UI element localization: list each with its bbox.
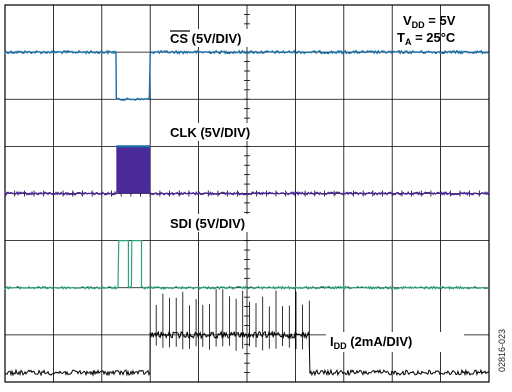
sdi-trace	[4, 240, 489, 291]
idd-trace-label: IDD (2mA/DIV)	[326, 332, 464, 352]
clk-burst	[116, 146, 151, 194]
supply-voltage-label: VDD = 5V	[403, 13, 456, 30]
traces	[4, 49, 490, 377]
temperature-label: TA = 25°C	[397, 30, 456, 47]
svg-text:CLK (5V/DIV): CLK (5V/DIV)	[170, 125, 250, 140]
cs-trace-label: CS (5V/DIV)	[166, 29, 282, 47]
idd-trace	[4, 330, 490, 377]
svg-text:IDD (2mA/DIV): IDD (2mA/DIV)	[330, 334, 412, 351]
clk-trace-tail	[149, 190, 489, 197]
cs-label-name: CS	[170, 31, 188, 46]
svg-text:SDI (5V/DIV): SDI (5V/DIV)	[170, 216, 245, 231]
clk-trace	[4, 190, 117, 197]
clk-trace-label: CLK (5V/DIV)	[166, 123, 286, 141]
figure-code: 02816-023	[497, 329, 507, 372]
idd-spikes	[155, 289, 310, 351]
sdi-trace-label: SDI (5V/DIV)	[166, 214, 282, 232]
svg-text:CS (5V/DIV): CS (5V/DIV)	[170, 31, 242, 46]
cs-trace	[4, 49, 489, 102]
